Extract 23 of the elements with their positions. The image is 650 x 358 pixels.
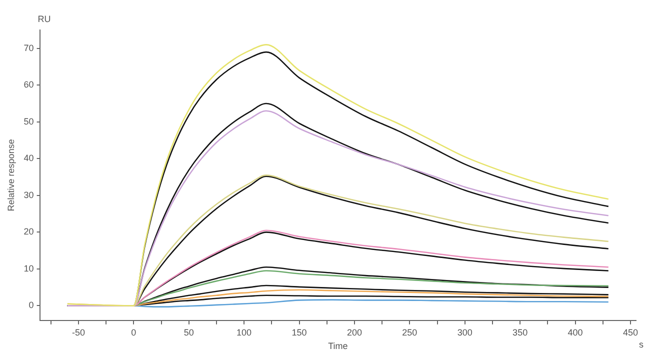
text: RU (38, 14, 51, 24)
y-tick-label: 50 (24, 116, 34, 126)
x-tick-label: 300 (457, 327, 472, 338)
x-tick-label: 350 (512, 327, 528, 338)
y-tick-label: 10 (24, 263, 34, 274)
y-tick-label: 0 (28, 300, 34, 310)
x-tick-label: 250 (402, 327, 418, 338)
y-tick-label: 70 (24, 42, 34, 53)
x-tick-label: 150 (292, 327, 307, 338)
y-axis-title: Relative response (6, 139, 16, 212)
x-tick-label: 50 (184, 327, 194, 338)
x-axis-title: Time (328, 341, 348, 352)
text: s (639, 339, 644, 350)
y-tick-label: 60 (24, 80, 34, 90)
x-tick-label: -50 (72, 327, 85, 338)
x-tick-label: 400 (568, 327, 583, 338)
x-tick-label: 200 (346, 327, 362, 338)
x-tick-label: 100 (236, 327, 252, 338)
y-tick-label: 30 (24, 190, 34, 200)
x-tick-label: 0 (131, 327, 136, 338)
x-tick-label: 450 (622, 327, 638, 338)
y-tick-label: 20 (24, 226, 34, 237)
y-tick-label: 40 (24, 153, 34, 164)
